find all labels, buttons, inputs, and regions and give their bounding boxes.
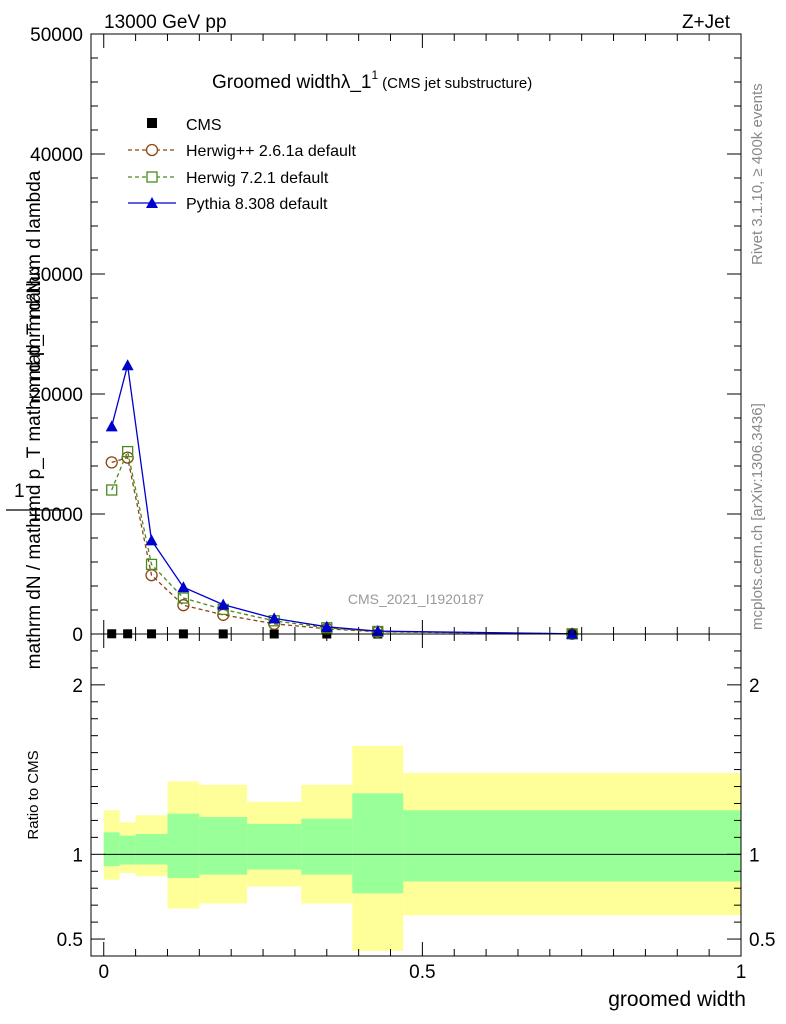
main-panel: Groomed widthλ_11 (CMS jet substructure) … xyxy=(6,25,742,669)
main-series xyxy=(105,359,579,641)
ratio-band-stat xyxy=(119,835,136,865)
legend-marker-cms xyxy=(147,118,157,128)
ratio-frame xyxy=(90,633,742,957)
analysis-watermark: CMS_2021_I1920187 xyxy=(348,591,484,607)
legend-marker-herwig7 xyxy=(146,171,158,183)
ylabel-numerator: 1 xyxy=(14,481,25,502)
series-line-herwig-2-6-1a-default xyxy=(111,456,573,635)
main-title: Groomed widthλ_11 (CMS jet substructure) xyxy=(212,68,532,93)
ratio-y-tick-label: 0.5 xyxy=(57,930,83,951)
data-point-pythia-8-308-default xyxy=(121,359,134,371)
legend: CMS Herwig++ 2.6.1a default Herwig 7.2.1… xyxy=(128,117,356,213)
ratio-y-tick-label-right: 0.5 xyxy=(749,930,775,951)
ratio-band-stat xyxy=(301,818,353,875)
data-point-herwig-2-6-1a-default xyxy=(177,599,190,612)
data-point-pythia-8-308-default xyxy=(145,534,158,546)
x-axis-label: groomed width xyxy=(608,988,746,1011)
ratio-y-tick-label: 2 xyxy=(72,676,83,697)
legend-label-pythia: Pythia 8.308 default xyxy=(186,196,328,213)
main-y-tick-label: 50000 xyxy=(30,25,83,46)
main-y-tick-label: 0 xyxy=(72,625,83,646)
ratio-band-stat xyxy=(199,817,248,875)
legend-label-herwigpp: Herwig++ 2.6.1a default xyxy=(186,143,356,160)
main-y-tick-label: 40000 xyxy=(30,145,83,166)
ratio-x-tick-label: 0.5 xyxy=(409,962,435,983)
data-point-pythia-8-308-default xyxy=(217,598,230,610)
data-point-herwig-2-6-1a-default xyxy=(105,456,118,469)
process-label: Z+Jet xyxy=(682,12,731,33)
data-point-pythia-8-308-default xyxy=(371,625,384,637)
ratio-band-stat xyxy=(403,810,741,882)
data-point-herwig-7-2-1-default xyxy=(177,592,190,604)
series-line-herwig-7-2-1-default xyxy=(111,449,573,635)
ratio-band-stat xyxy=(247,823,302,870)
ratio-y-tick-label-right: 2 xyxy=(749,676,760,697)
data-point-pythia-8-308-default xyxy=(320,620,333,632)
ratio-x-tick-label: 1 xyxy=(736,962,747,983)
legend-label-cms: CMS xyxy=(186,117,222,134)
rivet-label: Rivet 3.1.10, ≥ 400k events xyxy=(749,83,766,265)
ylabel-lower: mathrm dN / mathrmd p_T mathrm d p_T mat… xyxy=(24,170,45,669)
ratio-panel: 0.5 0.51 12 2 0 0.5 1 Ratio to CMS groomed wi… xyxy=(25,633,775,1011)
ratio-x-axis: 0 0.5 1 xyxy=(98,634,746,983)
mcplots-label: mcplots.cern.ch [arXiv:1306.3436] xyxy=(749,403,766,630)
data-point-pythia-8-308-default xyxy=(105,420,118,432)
data-point-herwig-7-2-1-default xyxy=(106,484,118,496)
ratio-x-tick-label: 0 xyxy=(98,962,109,983)
main-y-tick-label: 30000 xyxy=(30,265,83,286)
data-point-pythia-8-308-default xyxy=(268,612,281,624)
ratio-y-axis: 0.5 0.5 1 1 2 2 xyxy=(57,650,775,951)
ratio-bands xyxy=(103,745,741,951)
energy-label: 13000 GeV pp xyxy=(104,12,227,33)
legend-label-herwig7: Herwig 7.2.1 default xyxy=(186,170,329,187)
main-y-tick-label: 20000 xyxy=(30,385,83,406)
main-y-axis: 0 10000 20000 30000 40000 50000 xyxy=(30,25,741,646)
ratio-y-tick-label-right: 1 xyxy=(749,845,760,866)
legend-marker-herwigpp xyxy=(145,143,159,157)
ratio-band-stat xyxy=(167,813,200,879)
main-y-tick-label: 10000 xyxy=(30,505,83,526)
data-point-herwig-7-2-1-default xyxy=(145,558,158,571)
ratio-band-stat xyxy=(135,833,168,865)
ratio-y-tick-label: 1 xyxy=(72,845,83,866)
ratio-band-stat xyxy=(103,832,120,867)
ratio-ylabel: Ratio to CMS xyxy=(25,750,42,839)
data-point-herwig-7-2-1-default xyxy=(121,445,134,458)
ylabel-upper: mathrm d²N xyxy=(24,280,45,380)
data-point-pythia-8-308-default xyxy=(177,581,190,593)
data-point-pythia-8-308-default xyxy=(566,627,579,639)
legend-marker-pythia xyxy=(146,197,158,208)
ratio-band-stat xyxy=(352,793,404,894)
